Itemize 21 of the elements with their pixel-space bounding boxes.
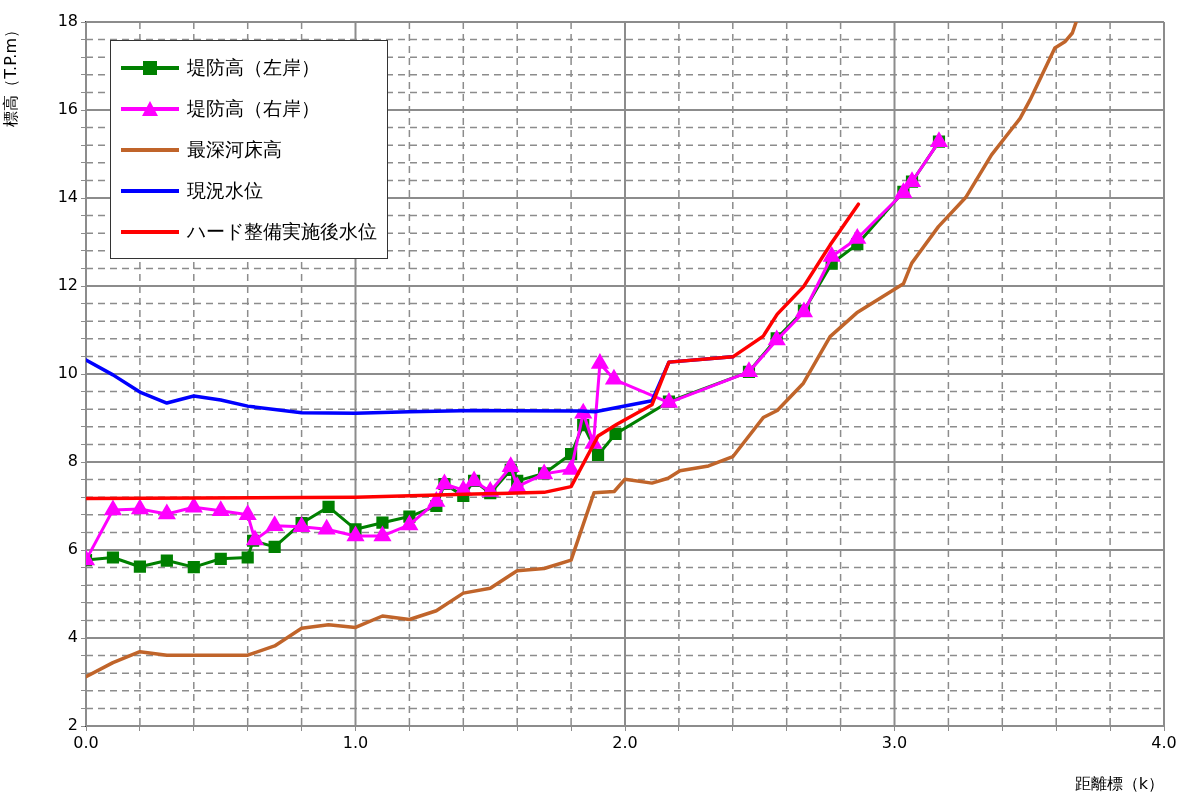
y-tick-label: 8 bbox=[67, 451, 78, 471]
y-tick-label: 10 bbox=[57, 363, 78, 383]
legend-label: 現況水位 bbox=[187, 177, 263, 203]
y-tick-label: 18 bbox=[57, 11, 78, 31]
y-tick-label: 2 bbox=[67, 715, 78, 735]
x-axis-title: 距離標（k） bbox=[1074, 773, 1164, 793]
y-tick-label: 4 bbox=[67, 627, 78, 647]
legend-label: ハード整備実施後水位 bbox=[187, 218, 377, 244]
x-tick-label: 4.0 bbox=[1151, 732, 1177, 752]
y-tick-label: 16 bbox=[57, 99, 78, 119]
x-tick-label: 1.0 bbox=[342, 732, 369, 752]
legend-label: 堤防高（左岸） bbox=[187, 54, 320, 80]
x-tick-label: 3.0 bbox=[881, 732, 908, 752]
y-tick-label: 12 bbox=[57, 275, 78, 295]
y-tick-label: 6 bbox=[67, 539, 78, 559]
legend-label: 最深河床高 bbox=[187, 136, 282, 162]
legend-label: 堤防高（右岸） bbox=[187, 95, 320, 121]
y-tick-label: 14 bbox=[57, 187, 78, 207]
x-tick-label: 0.0 bbox=[73, 732, 99, 752]
y-axis-title: 標高（T.P.m） bbox=[0, 22, 20, 127]
x-tick-label: 2.0 bbox=[612, 732, 638, 752]
